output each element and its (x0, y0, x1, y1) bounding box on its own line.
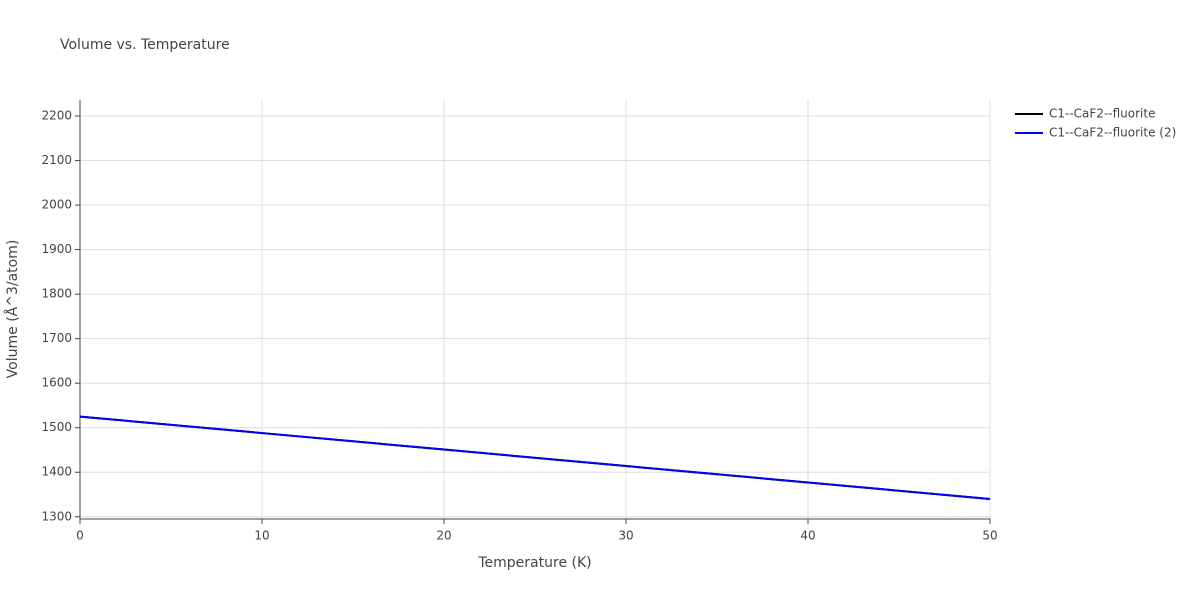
y-tick-label: 1300 (41, 509, 72, 523)
legend-label: C1--CaF2--fluorite (2) (1049, 126, 1176, 140)
y-tick-label: 1400 (41, 465, 72, 479)
y-tick-label: 1600 (41, 376, 72, 390)
x-tick-label: 10 (254, 529, 269, 543)
y-tick-label: 2200 (41, 109, 72, 123)
y-tick-label: 1700 (41, 331, 72, 345)
y-tick-label: 2100 (41, 153, 72, 167)
y-tick-label: 2000 (41, 198, 72, 212)
x-axis-label: Temperature (K) (477, 555, 591, 571)
series-line (79, 415, 991, 500)
y-axis-label: Volume (Å^3/atom) (4, 240, 21, 379)
x-tick-label: 50 (982, 529, 997, 543)
y-tick-label: 1900 (41, 242, 72, 256)
x-tick-label: 40 (800, 529, 815, 543)
x-tick-label: 30 (618, 529, 633, 543)
x-tick-label: 20 (436, 529, 451, 543)
chart-title: Volume vs. Temperature (60, 37, 230, 53)
legend-label: C1--CaF2--fluorite (1049, 107, 1155, 121)
y-tick-label: 1800 (41, 287, 72, 301)
y-tick-label: 1500 (41, 420, 72, 434)
x-tick-label: 0 (76, 529, 84, 543)
